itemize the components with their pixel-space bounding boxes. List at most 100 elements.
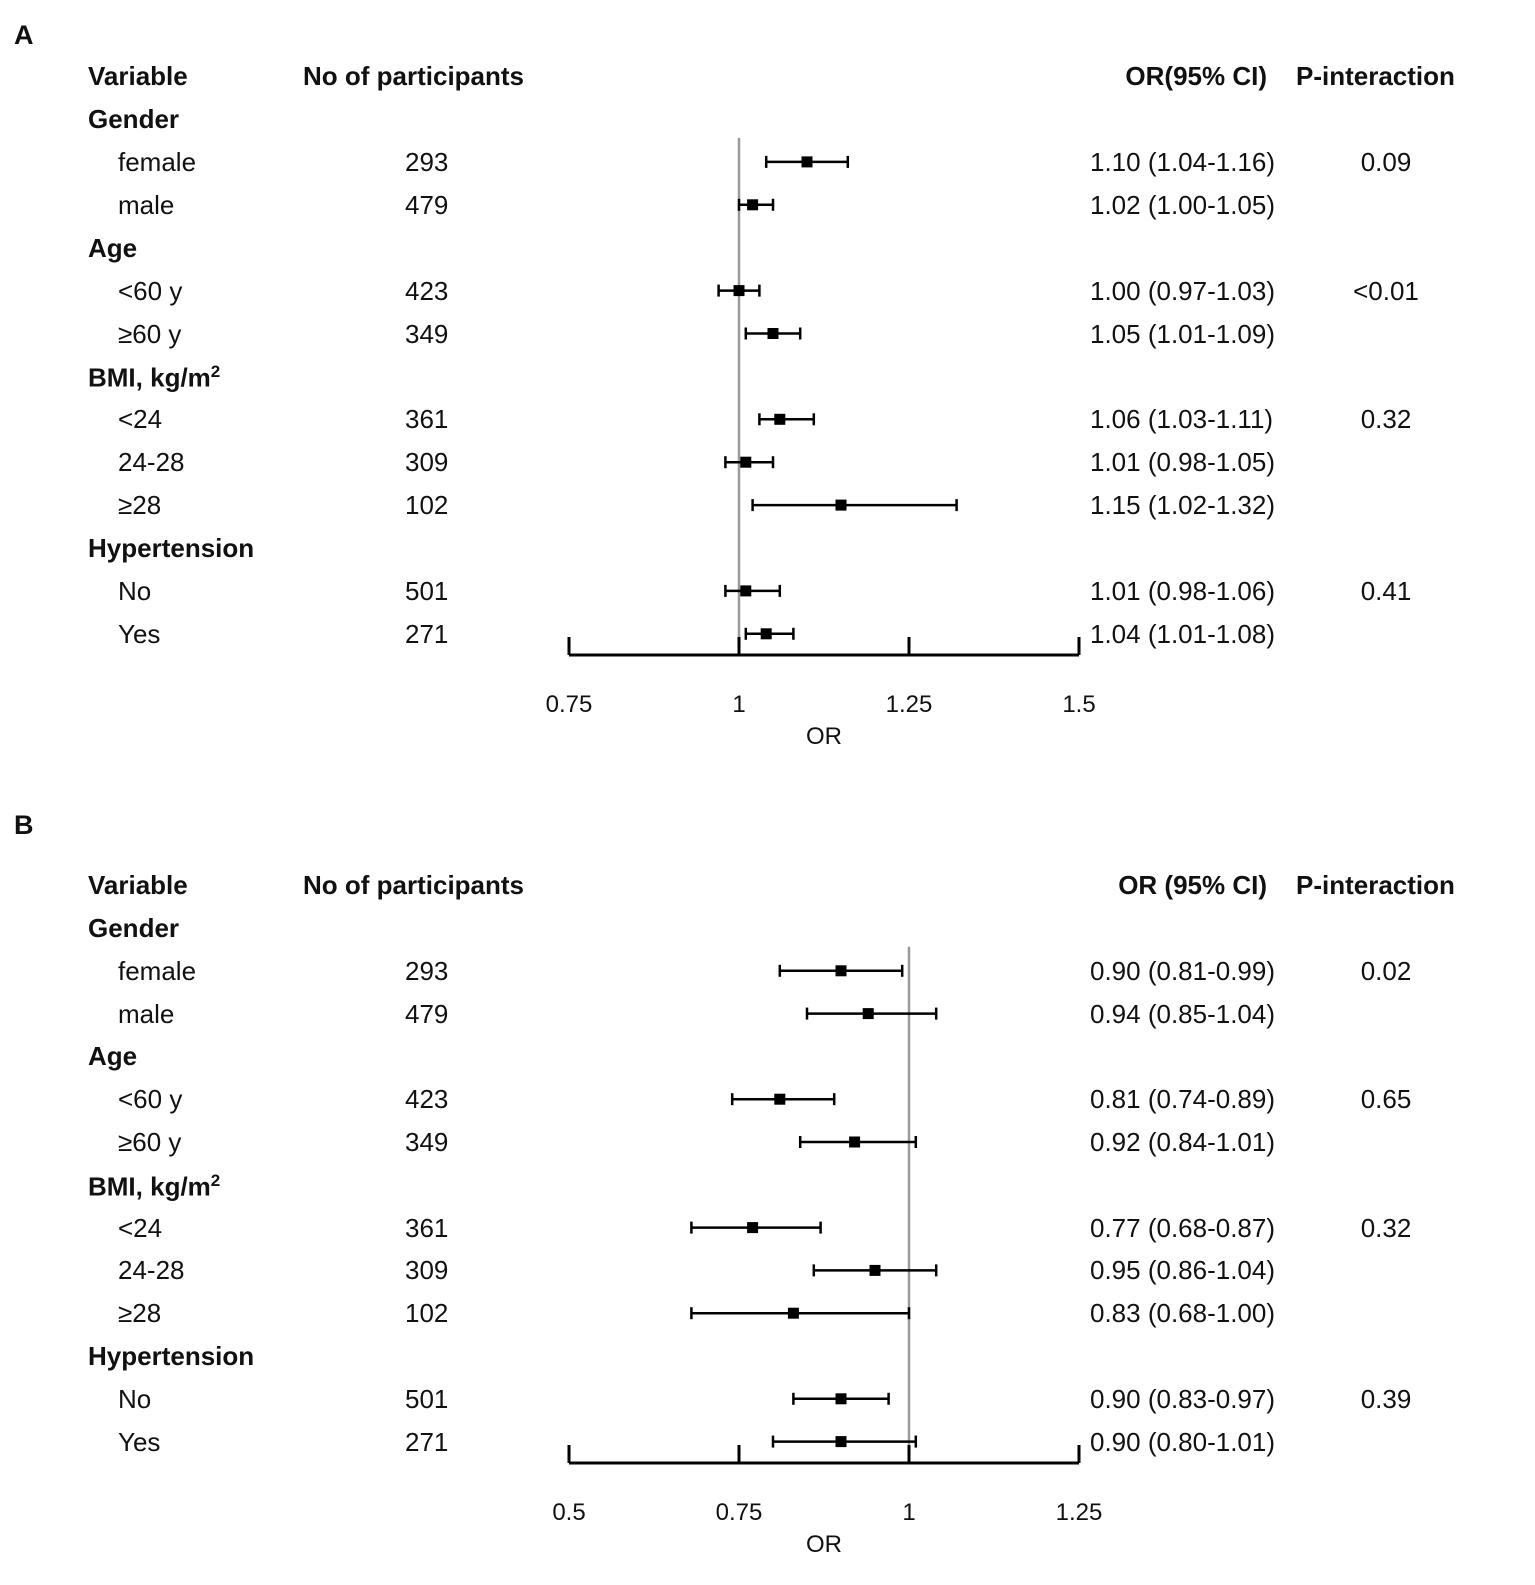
or-point-marker xyxy=(733,285,745,297)
or-ci-text: 1.04 (1.01-1.08) xyxy=(1090,618,1276,649)
or-point-marker xyxy=(774,1093,786,1105)
subgroup-label: ≥60 y xyxy=(118,318,182,349)
or-point-marker xyxy=(849,1136,861,1148)
group-label: Hypertension xyxy=(88,533,255,563)
participants-count: 501 xyxy=(405,575,449,606)
panel-label: A xyxy=(14,20,34,50)
header-p-interaction: P-interaction xyxy=(1296,61,1455,91)
participants-count: 501 xyxy=(405,1383,449,1414)
x-tick-label: 0.5 xyxy=(552,1499,585,1526)
p-interaction-value: <0.01 xyxy=(1353,275,1419,306)
x-tick-label: 0.75 xyxy=(546,691,593,718)
or-point-marker xyxy=(740,456,752,468)
or-point-marker xyxy=(747,1222,759,1234)
group-label: Hypertension xyxy=(88,1341,255,1371)
subgroup-label: <60 y xyxy=(118,1084,183,1115)
p-interaction-value: 0.32 xyxy=(1360,404,1412,435)
or-ci-text: 0.83 (0.68-1.00) xyxy=(1090,1298,1276,1329)
participants-count: 102 xyxy=(405,490,449,521)
forest-plot-area: 0.75 1 1.25 1.5 OR xyxy=(546,137,1096,750)
or-point-marker xyxy=(747,199,759,211)
or-point-marker xyxy=(862,1008,874,1020)
group-label-superscript: 2 xyxy=(210,1170,221,1190)
x-tick-label: 1.25 xyxy=(886,691,933,718)
or-ci-text: 0.90 (0.81-0.99) xyxy=(1090,955,1276,986)
or-ci-text: 1.01 (0.98-1.06) xyxy=(1090,575,1276,606)
group-label: Age xyxy=(88,232,138,263)
subgroup-label: male xyxy=(118,189,175,220)
participants-count: 423 xyxy=(405,275,449,306)
or-point-marker xyxy=(835,1393,847,1405)
x-axis-title: OR xyxy=(806,1531,842,1558)
subgroup-label: No xyxy=(118,1383,152,1414)
or-point-marker xyxy=(774,413,786,425)
or-ci-text: 0.81 (0.74-0.89) xyxy=(1090,1084,1276,1115)
forest-plot-panel-a: A Variable No of participants OR(95% CI)… xyxy=(0,0,1535,790)
subgroup-label: <60 y xyxy=(118,275,183,306)
x-tick-label: 1 xyxy=(732,691,745,718)
or-ci-text: 0.95 (0.86-1.04) xyxy=(1090,1255,1276,1286)
or-point-marker xyxy=(787,1307,799,1319)
participants-count: 293 xyxy=(405,146,449,177)
or-ci-text: 1.02 (1.00-1.05) xyxy=(1090,189,1276,220)
group-label: BMI, kg/m2 xyxy=(88,362,221,394)
subgroup-label: female xyxy=(118,955,197,986)
or-point-marker xyxy=(835,499,847,511)
subgroup-label: 24-28 xyxy=(118,447,185,478)
or-ci-text: 1.06 (1.03-1.11) xyxy=(1090,404,1274,435)
participants-count: 361 xyxy=(405,1212,449,1243)
p-interaction-value: 0.41 xyxy=(1360,575,1412,606)
x-axis-title: OR xyxy=(806,723,842,750)
or-ci-text: 1.10 (1.04-1.16) xyxy=(1090,146,1276,177)
p-interaction-value: 0.02 xyxy=(1360,955,1412,986)
group-label: Gender xyxy=(88,913,180,943)
p-interaction-value: 0.32 xyxy=(1360,1212,1412,1243)
header-variable: Variable xyxy=(88,870,188,900)
group-label: Gender xyxy=(88,104,180,134)
subgroup-label: ≥28 xyxy=(118,490,162,521)
or-ci-text: 0.90 (0.80-1.01) xyxy=(1090,1426,1276,1457)
or-ci-text: 0.90 (0.83-0.97) xyxy=(1090,1383,1276,1414)
header-p-interaction: P-interaction xyxy=(1296,870,1455,900)
subgroup-label: <24 xyxy=(118,404,163,435)
group-label: BMI, kg/m2 xyxy=(88,1170,221,1202)
participants-count: 349 xyxy=(405,318,449,349)
participants-count: 102 xyxy=(405,1298,449,1329)
or-point-marker xyxy=(869,1264,881,1276)
x-tick-label: 1.5 xyxy=(1062,691,1095,718)
or-point-marker xyxy=(835,1436,847,1448)
or-ci-text: 1.01 (0.98-1.05) xyxy=(1090,447,1276,478)
participants-count: 309 xyxy=(405,1255,449,1286)
subgroup-label: Yes xyxy=(118,1426,161,1457)
or-ci-text: 1.15 (1.02-1.32) xyxy=(1090,490,1276,521)
header-or-ci: OR (95% CI) xyxy=(1118,870,1267,900)
header-participants: No of participants xyxy=(303,61,525,91)
participants-count: 479 xyxy=(405,189,449,220)
participants-count: 271 xyxy=(405,618,449,649)
participants-count: 479 xyxy=(405,998,449,1029)
or-point-marker xyxy=(760,628,772,640)
forest-plot-panel-b: B Variable No of participants OR (95% CI… xyxy=(0,790,1535,1585)
forest-plot-area: 0.5 0.75 1 1.25 OR xyxy=(552,946,1103,1558)
header-variable: Variable xyxy=(88,61,188,91)
or-ci-text: 1.05 (1.01-1.09) xyxy=(1090,318,1276,349)
participants-count: 349 xyxy=(405,1127,449,1157)
header-participants: No of participants xyxy=(303,870,525,900)
or-ci-text: 1.00 (0.97-1.03) xyxy=(1090,275,1276,306)
or-ci-text: 0.92 (0.84-1.01) xyxy=(1090,1127,1276,1157)
or-ci-text: 0.94 (0.85-1.04) xyxy=(1090,998,1276,1029)
panel-label: B xyxy=(14,810,34,840)
group-label: Age xyxy=(88,1041,138,1072)
x-tick-label: 1.25 xyxy=(1056,1499,1103,1526)
subgroup-label: male xyxy=(118,998,175,1029)
header-or-ci: OR(95% CI) xyxy=(1125,61,1267,91)
or-point-marker xyxy=(740,585,752,597)
subgroup-label: female xyxy=(118,146,197,177)
subgroup-label: 24-28 xyxy=(118,1255,185,1286)
participants-count: 423 xyxy=(405,1084,449,1115)
subgroup-label: ≥60 y xyxy=(118,1127,182,1157)
p-interaction-value: 0.39 xyxy=(1360,1383,1412,1414)
subgroup-label: Yes xyxy=(118,618,161,649)
x-tick-label: 0.75 xyxy=(716,1499,763,1526)
participants-count: 309 xyxy=(405,447,449,478)
